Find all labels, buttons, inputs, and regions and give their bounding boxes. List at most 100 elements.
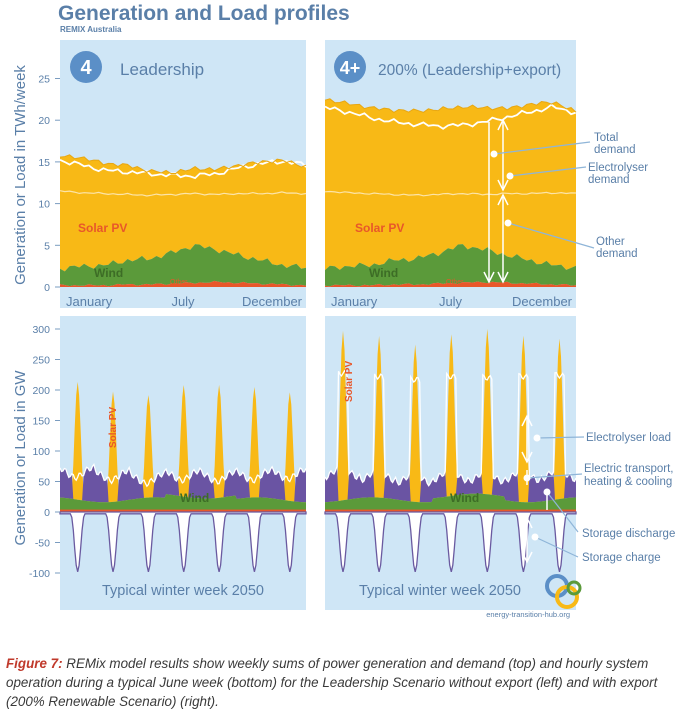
- marker-electrolyser-load: [533, 434, 541, 442]
- figure: Generation and Load profiles REMIX Austr…: [12, 2, 677, 619]
- generation-outline: [324, 98, 577, 113]
- chart-bottom-left: [59, 381, 307, 572]
- other-area: [325, 509, 576, 513]
- chart-top-left: January July December: [59, 154, 307, 309]
- load-line: [324, 369, 577, 487]
- scenario-left: Leadership: [120, 60, 204, 79]
- wind-label-top-left: Wind: [94, 266, 123, 280]
- storage-charge-area: [324, 511, 577, 572]
- month-label: July: [171, 294, 195, 309]
- load-line: [59, 463, 307, 488]
- month-label: January: [66, 294, 113, 309]
- energy-hub-logo: [545, 574, 582, 609]
- solar-area: [60, 154, 306, 272]
- storage-charge-label: Storage charge: [582, 552, 661, 564]
- y-tick-label-bottom: -50: [35, 538, 50, 550]
- electric-transport-label-2: heating & cooling: [584, 476, 672, 488]
- scenario-right: 200% (Leadership+export): [378, 62, 561, 79]
- total-demand-label-2: demand: [594, 144, 636, 156]
- marker-electric-transport: [523, 474, 531, 482]
- y-tick-label-top: 10: [38, 199, 50, 211]
- caption-text: REMix model results show weekly sums of …: [6, 656, 658, 709]
- generation-outline: [59, 154, 307, 174]
- month-label: January: [331, 294, 378, 309]
- figure-subtitle: REMIX Australia: [60, 25, 122, 34]
- electrolyser-demand-label-2: demand: [588, 174, 630, 186]
- electric-transport-area: [60, 464, 306, 503]
- svg-text:Electric transport, heatin: Electric transport, heating & cooling: [584, 463, 677, 488]
- wind-label-bottom-right: Wind: [450, 491, 479, 505]
- marker-total-demand: [490, 150, 498, 158]
- month-label: December: [242, 294, 303, 309]
- other-label-top-right: Other: [446, 279, 464, 286]
- y-tick-label-top: 25: [38, 74, 50, 86]
- other-label-top-left: Other: [170, 279, 188, 286]
- solar-label-bottom-right: Solar PV: [344, 361, 355, 402]
- other-demand-label-2: demand: [596, 248, 638, 260]
- y-tick-label-bottom: 50: [38, 477, 50, 489]
- other-area: [325, 281, 576, 287]
- wind-area: [60, 244, 306, 287]
- total-demand-line: [59, 158, 307, 180]
- y-tick-label-bottom: 0: [44, 507, 50, 519]
- svg-text:Other demand: Other demand: [596, 236, 638, 260]
- week-label-left: Typical winter week 2050: [102, 583, 264, 599]
- y-tick-label-bottom: 250: [32, 355, 50, 367]
- marker-storage-discharge: [543, 488, 551, 496]
- chart-bottom-right: [324, 328, 577, 572]
- wind-area: [325, 244, 576, 287]
- chart-axes: 0 5 10 15 20 25 -100 -50 0 50 100 150 200 250 300: [29, 74, 60, 580]
- badge-left: [70, 51, 102, 83]
- svg-text:Total demand: Total demand: [594, 132, 636, 156]
- annotations-top: [483, 118, 509, 284]
- electrolyser-load-label: Electrolyser load: [586, 432, 671, 444]
- caption-label: Figure 7:: [6, 656, 63, 671]
- storage-charge-area: [59, 511, 307, 572]
- y-axis-label-top: Generation or Load in TWh/week: [12, 65, 29, 285]
- other-area: [60, 280, 306, 287]
- solar-area: [325, 98, 576, 271]
- y-tick-label-top: 20: [38, 115, 50, 127]
- total-demand-line: [324, 103, 577, 130]
- annotation-leaders-bottom: [526, 436, 585, 558]
- chart-top-right: January July December: [324, 98, 577, 309]
- y-tick-label-bottom: 200: [32, 385, 50, 397]
- solar-area: [325, 328, 576, 503]
- y-tick-label-top: 0: [44, 282, 50, 294]
- other-demand-line: [59, 190, 307, 197]
- badge-right: [334, 51, 366, 83]
- annotation-leaders-top: [493, 141, 595, 249]
- y-tick-label-bottom: 100: [32, 446, 50, 458]
- badge-left-text: 4: [80, 57, 92, 79]
- wind-label-bottom-left: Wind: [180, 491, 209, 505]
- marker-storage-charge: [531, 533, 539, 541]
- other-area: [60, 509, 306, 513]
- storage-discharge-label: Storage discharge: [582, 528, 675, 540]
- month-label: December: [512, 294, 573, 309]
- y-tick-label-bottom: -100: [29, 568, 50, 580]
- figure-caption: Figure 7: REMix model results show weekl…: [6, 654, 676, 711]
- electrolyser-demand-label-1: Electrolyser: [588, 162, 648, 174]
- wind-area: [60, 494, 306, 512]
- solar-area: [60, 381, 306, 503]
- figure-title: Generation and Load profiles: [58, 2, 350, 25]
- solar-label-bottom-left: Solar PV: [108, 407, 119, 448]
- y-tick-label-top: 5: [44, 240, 50, 252]
- other-demand-label-1: Other: [596, 236, 625, 248]
- total-demand-label-1: Total: [594, 132, 618, 144]
- badge-right-text: 4+: [340, 58, 361, 78]
- wind-area: [325, 493, 576, 512]
- website-label: energy-transition-hub.org: [486, 610, 570, 619]
- y-axis-label-bottom: Generation or Load in GW: [12, 370, 29, 546]
- marker-electrolyser-demand: [506, 172, 514, 180]
- svg-text:Electrolyser demand: Electrolyser demand: [588, 162, 651, 186]
- solar-label-top-right: Solar PV: [355, 221, 404, 235]
- other-demand-line: [324, 190, 577, 197]
- solar-label-top-left: Solar PV: [78, 221, 127, 235]
- month-label: July: [439, 294, 463, 309]
- marker-other-demand: [504, 219, 512, 227]
- y-tick-label-bottom: 150: [32, 416, 50, 428]
- week-label-right: Typical winter week 2050: [359, 583, 521, 599]
- y-tick-label-top: 15: [38, 157, 50, 169]
- electric-transport-label-1: Electric transport,: [584, 463, 673, 475]
